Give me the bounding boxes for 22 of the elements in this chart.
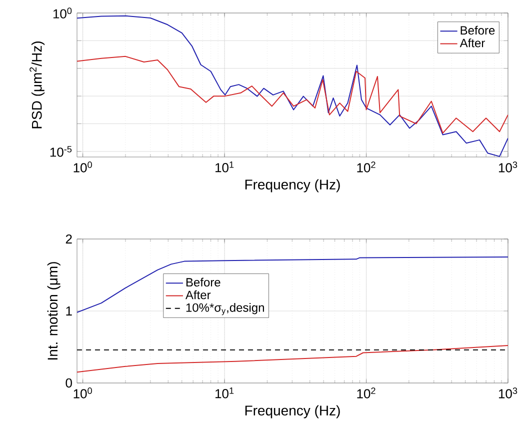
x-axis-title: Frequency (Hz): [245, 179, 340, 192]
y-axis-title: PSD (μm$^{2}$/Hz): [30, 42, 45, 128]
legend-label: Before: [186, 278, 220, 287]
y-tick-label: 1: [66, 306, 72, 316]
x-tick-label: 10$^{3}$: [498, 162, 518, 172]
x-tick-label: 10$^{0}$: [74, 162, 92, 172]
y-tick-label: 0: [66, 378, 72, 388]
y-tick-label: 2: [66, 234, 72, 244]
y-axis-title: Int. motion (μm): [47, 262, 60, 360]
legend-label: Before: [460, 26, 495, 35]
x-tick-label: 10$^{2}$: [357, 162, 376, 172]
x-tick-label: 10$^{3}$: [498, 388, 518, 398]
legend-label: After: [460, 38, 485, 48]
x-tick-label: 10$^{0}$: [74, 388, 92, 398]
legend-label: After: [185, 290, 211, 300]
legend-label: 10%*σ$_{y}$,design: [186, 303, 264, 316]
x-tick-label: 10$^{1}$: [216, 162, 234, 172]
y-tick-label: 10$^{0}$: [53, 8, 72, 18]
x-tick-label: 10$^{2}$: [357, 388, 376, 398]
x-tick-label: 10$^{1}$: [216, 388, 234, 398]
y-tick-label: 10$^{-5}$: [50, 146, 72, 157]
x-axis-title: Frequency (Hz): [245, 405, 340, 418]
